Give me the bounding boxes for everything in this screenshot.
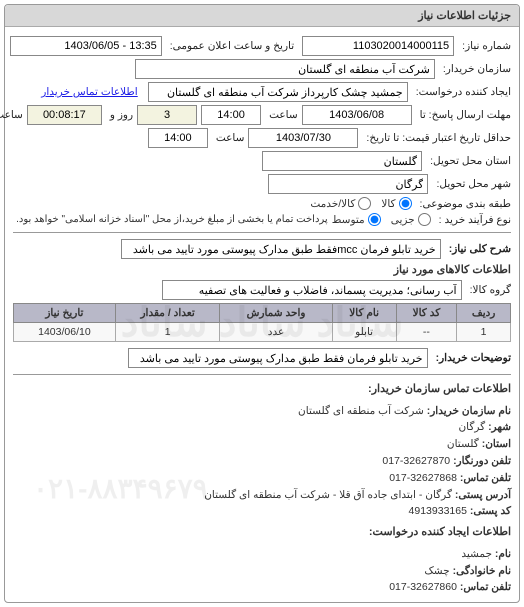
lname-value: چشک [424, 565, 449, 577]
buy-medium-radio[interactable] [368, 213, 381, 226]
fname-label: نام: [495, 548, 511, 560]
table-header-row: ردیفکد کالانام کالاواحد شمارشتعداد / مقد… [14, 304, 511, 323]
cprovince-value: گلستان [447, 438, 479, 450]
goods-group-label: گروه کالا: [470, 284, 511, 296]
table-cell: تابلو [332, 323, 396, 342]
deadline-date-input[interactable] [302, 105, 412, 125]
buy-small-text: جزیی [391, 214, 415, 226]
deadline-time-input[interactable] [201, 105, 261, 125]
province-input[interactable] [262, 151, 422, 171]
buyer-label: سازمان خریدار: [443, 63, 511, 75]
buy-process-label: نوع فرآیند خرید : [439, 214, 511, 226]
address-label: آدرس پستی: [455, 489, 511, 501]
subject-group-label: طبقه بندی موضوعی: [420, 198, 511, 210]
fax-label: تلفن دورنگار: [453, 455, 511, 467]
time-label-1: ساعت [269, 109, 298, 121]
desc-input[interactable] [121, 239, 441, 259]
table-cell: -- [396, 323, 457, 342]
contact-wrap: اطلاعات تماس سازمان خریدار: نام سازمان خ… [13, 381, 511, 596]
days-count-input[interactable] [137, 105, 197, 125]
buy-small-option[interactable]: جزیی [391, 213, 431, 226]
table-wrap: ردیفکد کالانام کالاواحد شمارشتعداد / مقد… [13, 303, 511, 342]
creator-input[interactable] [148, 82, 408, 102]
contact-section: اطلاعات تماس سازمان خریدار: [13, 381, 511, 399]
buyer-notes-input[interactable] [128, 348, 428, 368]
creator-label: ایجاد کننده درخواست: [416, 86, 511, 98]
goods-table: ردیفکد کالانام کالاواحد شمارشتعداد / مقد… [13, 303, 511, 342]
deadline-label: مهلت ارسال پاسخ: تا [420, 109, 511, 121]
subject-goods-radio[interactable] [399, 197, 412, 210]
table-header-cell: نام کالا [332, 304, 396, 323]
subject-service-text: کالا/خدمت [310, 198, 355, 210]
valid-time-input[interactable] [148, 128, 208, 148]
table-header-cell: تاریخ نیاز [14, 304, 116, 323]
fname-value: جمشید [461, 548, 492, 560]
remain-label: ساعت باقی مانده [0, 109, 23, 121]
city-input[interactable] [268, 174, 428, 194]
subject-service-radio[interactable] [358, 197, 371, 210]
province-label: استان محل تحویل: [430, 155, 511, 167]
remain-time-input[interactable] [27, 105, 102, 125]
address-value: گرگان - ابتدای جاده آق قلا - شرکت آب منط… [204, 489, 452, 501]
request-no-input[interactable] [302, 36, 454, 56]
buy-medium-text: متوسط [332, 214, 365, 226]
panel-body: شماره نیاز: تاریخ و ساعت اعلان عمومی: سا… [5, 27, 519, 602]
cprovince-label: استان: [482, 438, 511, 450]
ccity-label: شهر: [488, 421, 511, 433]
contact-link[interactable]: اطلاعات تماس خریدار [41, 86, 137, 98]
table-header-cell: واحد شمارش [220, 304, 332, 323]
table-cell: 1 [115, 323, 220, 342]
lname-label: نام خانوادگی: [453, 565, 511, 577]
buy-medium-option[interactable]: متوسط [332, 213, 381, 226]
subject-service-option[interactable]: کالا/خدمت [310, 197, 371, 210]
contact-block: اطلاعات تماس سازمان خریدار: نام سازمان خ… [13, 381, 511, 596]
ccity-value: گرگان [458, 421, 485, 433]
desc-label: شرح کلی نیاز: [449, 243, 511, 255]
cphone2-label: تلفن تماس: [460, 581, 511, 593]
table-cell: عدد [220, 323, 332, 342]
request-no-label: شماره نیاز: [462, 40, 511, 52]
org-label: نام سازمان خریدار: [427, 405, 511, 417]
panel-title: جزئیات اطلاعات نیاز [5, 5, 519, 27]
valid-label: حداقل تاریخ اعتبار قیمت: تا تاریخ: [366, 132, 511, 144]
announce-label: تاریخ و ساعت اعلان عمومی: [170, 40, 294, 52]
goods-section-label: اطلاعات کالاهای مورد نیاز [13, 263, 511, 276]
postcode-label: کد پستی: [470, 505, 511, 517]
table-header-cell: کد کالا [396, 304, 457, 323]
buy-note: پرداخت تمام یا بخشی از مبلغ خرید،از محل … [16, 214, 328, 225]
table-header-cell: تعداد / مقدار [115, 304, 220, 323]
buy-radio-group: جزیی متوسط [332, 213, 431, 226]
announce-input[interactable] [10, 36, 162, 56]
need-details-panel: جزئیات اطلاعات نیاز شماره نیاز: تاریخ و … [4, 4, 520, 603]
buyer-input[interactable] [135, 59, 435, 79]
buy-small-radio[interactable] [418, 213, 431, 226]
table-body: 1--تابلوعدد11403/06/10 [14, 323, 511, 342]
subject-radio-group: کالا کالا/خدمت [310, 197, 411, 210]
table-row: 1--تابلوعدد11403/06/10 [14, 323, 511, 342]
creator-section: اطلاعات ایجاد کننده درخواست: [13, 524, 511, 542]
city-label: شهر محل تحویل: [436, 178, 511, 190]
valid-date-input[interactable] [248, 128, 358, 148]
cphone1-label: تلفن تماس: [460, 472, 511, 484]
subject-goods-text: کالا [381, 198, 395, 210]
table-cell: 1 [457, 323, 511, 342]
goods-group-input[interactable] [162, 280, 462, 300]
cphone2-value: 32627860-017 [389, 581, 457, 593]
days-label: روز و [110, 109, 133, 121]
table-cell: 1403/06/10 [14, 323, 116, 342]
time-label-2: ساعت [216, 132, 245, 144]
postcode-value: 4913933165 [409, 505, 467, 517]
cphone1-value: 32627868-017 [389, 472, 457, 484]
table-header-cell: ردیف [457, 304, 511, 323]
separator-2 [13, 374, 511, 375]
separator-1 [13, 232, 511, 233]
buyer-notes-label: توضیحات خریدار: [436, 352, 511, 364]
fax-value: 32627870-017 [382, 455, 450, 467]
subject-goods-option[interactable]: کالا [381, 197, 411, 210]
org-value: شرکت آب منطقه ای گلستان [298, 405, 424, 417]
